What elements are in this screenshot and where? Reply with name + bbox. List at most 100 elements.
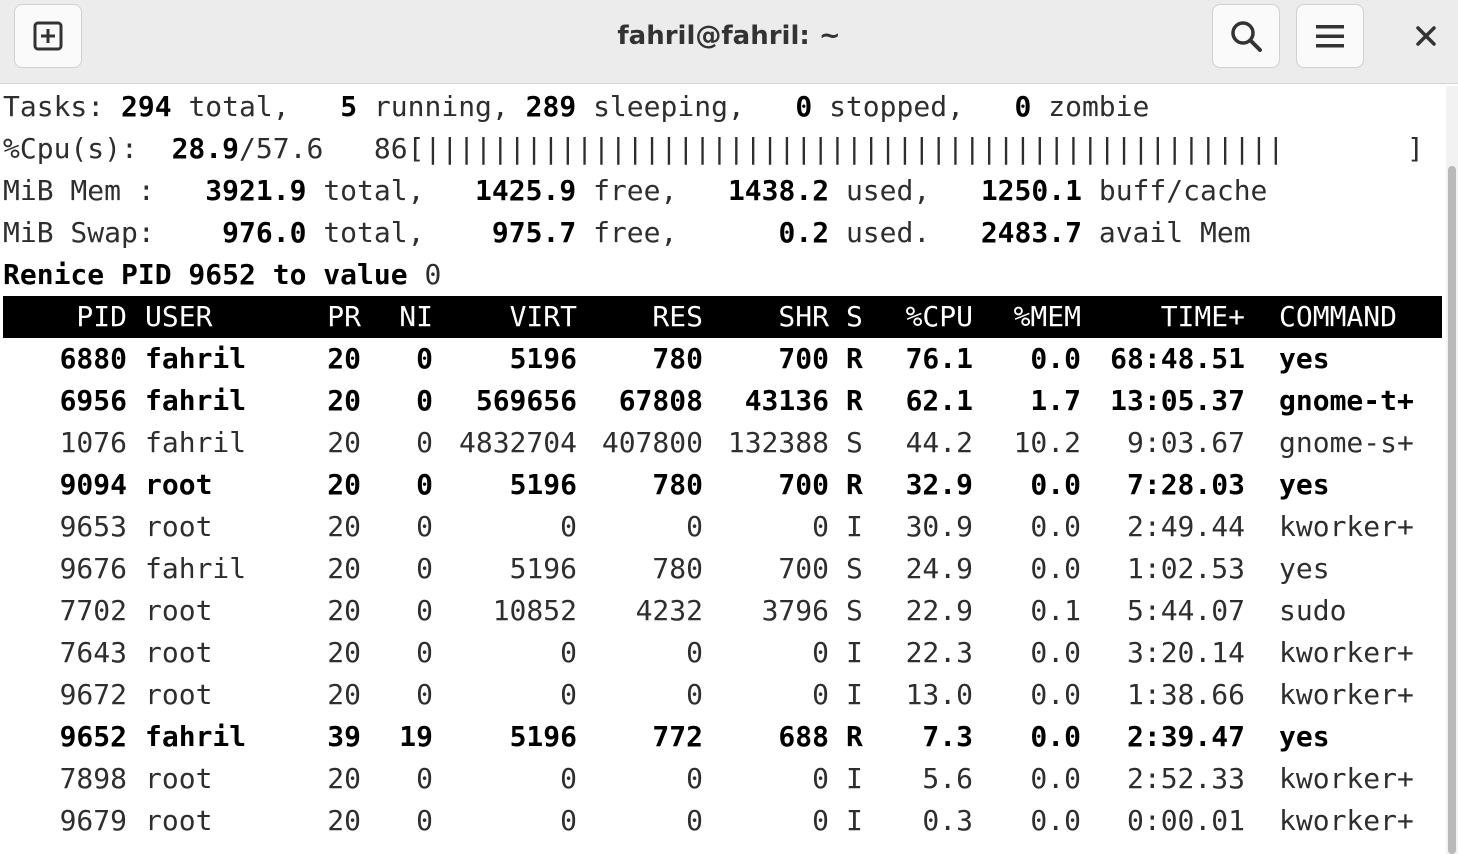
state-cell: I — [846, 636, 863, 669]
command-cell: kworker+ — [1279, 804, 1414, 837]
menu-button[interactable] — [1296, 4, 1364, 68]
mem-cell: 0.0 — [1030, 720, 1081, 753]
state-cell: R — [846, 342, 863, 375]
new-tab-button[interactable] — [14, 4, 82, 68]
process-row[interactable]: 9094 root 20 0 5196 780 700 R 32.9 0.0 7:28.03 yes — [3, 464, 1442, 506]
scrollbar-thumb[interactable] — [1448, 166, 1456, 854]
command-cell: sudo — [1279, 594, 1347, 627]
virt-cell: 5196 — [509, 552, 577, 585]
time-cell: 1:02.53 — [1126, 552, 1245, 585]
pid-cell: 9676 — [59, 552, 127, 585]
pid-cell: 9652 — [59, 720, 127, 753]
time-cell: 3:20.14 — [1126, 636, 1245, 669]
cpu-cell: 44.2 — [905, 426, 973, 459]
command-cell: yes — [1279, 342, 1330, 375]
pr-cell: 20 — [327, 426, 361, 459]
pr-cell: 20 — [327, 552, 361, 585]
close-button[interactable] — [1398, 8, 1454, 64]
res-cell: 0 — [686, 762, 703, 795]
virt-cell: 0 — [560, 510, 577, 543]
col-virt-header[interactable]: VIRT — [509, 300, 577, 333]
res-cell: 0 — [686, 678, 703, 711]
process-row[interactable]: 9672 root 20 0 0 0 0 I 13.0 0.0 1:38.66 kworker+ — [3, 674, 1442, 716]
shr-cell: 132388 — [727, 426, 829, 459]
search-button[interactable] — [1212, 4, 1280, 68]
renice-prompt[interactable]: Renice PID 9652 to value 0 — [3, 258, 442, 291]
col-time-header[interactable]: TIME+ — [1160, 300, 1245, 333]
cpu-cell: 13.0 — [905, 678, 973, 711]
ni-cell: 0 — [416, 594, 433, 627]
process-row[interactable]: 7898 root 20 0 0 0 0 I 5.6 0.0 2:52.33 kworker+ — [3, 758, 1442, 800]
user-cell: root — [145, 804, 213, 837]
pr-cell: 20 — [327, 762, 361, 795]
user-cell: fahril — [145, 342, 247, 375]
title-bar: fahril@fahril: ~ — [0, 0, 1458, 84]
cpu-cell: 76.1 — [905, 342, 973, 375]
command-cell: gnome-s+ — [1279, 426, 1414, 459]
mem-cell: 0.0 — [1030, 468, 1081, 501]
col-shr-header[interactable]: SHR — [778, 300, 829, 333]
process-row[interactable]: 6880 fahril 20 0 5196 780 700 R 76.1 0.0 68:48.51 y… — [3, 338, 1442, 380]
terminal-output[interactable]: Tasks: 294 total, 5 running, 289 sleepin… — [0, 86, 1446, 854]
col-cpu-header[interactable]: %CPU — [905, 300, 973, 333]
pr-cell: 20 — [327, 594, 361, 627]
shr-cell: 0 — [812, 804, 829, 837]
cpu-cell: 22.3 — [905, 636, 973, 669]
process-row[interactable]: 9679 root 20 0 0 0 0 I 0.3 0.0 0:00.01 kworker+ — [3, 800, 1442, 842]
user-cell: root — [145, 468, 213, 501]
col-pid-header[interactable]: PID — [76, 300, 127, 333]
process-row[interactable]: 7643 root 20 0 0 0 0 I 22.3 0.0 3:20.14 kworker+ — [3, 632, 1442, 674]
time-cell: 68:48.51 — [1110, 342, 1245, 375]
cpu-usage-bar: [|||||||||||||||||||||||||||||||||||||||… — [407, 132, 1285, 165]
pid-cell: 7702 — [59, 594, 127, 627]
mem-cell: 0.0 — [1030, 762, 1081, 795]
virt-cell: 5196 — [509, 468, 577, 501]
mem-cell: 0.0 — [1030, 804, 1081, 837]
command-cell: kworker+ — [1279, 510, 1414, 543]
cpu-cell: 22.9 — [905, 594, 973, 627]
pid-cell: 9094 — [59, 468, 127, 501]
state-cell: I — [846, 762, 863, 795]
process-row[interactable]: 6956 fahril 20 0 569656 67808 43136 R 62.1 1.7 13:… — [3, 380, 1442, 422]
ni-cell: 0 — [416, 762, 433, 795]
shr-cell: 43136 — [744, 384, 829, 417]
user-cell: root — [145, 594, 213, 627]
mem-cell: 10.2 — [1013, 426, 1081, 459]
shr-cell: 688 — [778, 720, 829, 753]
shr-cell: 0 — [812, 636, 829, 669]
process-row[interactable]: 9653 root 20 0 0 0 0 I 30.9 0.0 2:49.44 kworker+ — [3, 506, 1442, 548]
pr-cell: 20 — [327, 804, 361, 837]
shr-cell: 0 — [812, 678, 829, 711]
time-cell: 0:00.01 — [1126, 804, 1245, 837]
mem-cell: 1.7 — [1030, 384, 1081, 417]
col-res-header[interactable]: RES — [652, 300, 703, 333]
mem-cell: 0.0 — [1030, 342, 1081, 375]
process-row[interactable]: 9676 fahril 20 0 5196 780 700 S 24.9 0.0 1:02.53 ye… — [3, 548, 1442, 590]
col-command-header[interactable]: COMMAND — [1279, 300, 1398, 333]
tasks-summary-line: Tasks: 294 total, 5 running, 289 sleepin… — [3, 90, 1150, 123]
state-cell: R — [846, 468, 863, 501]
ni-cell: 0 — [416, 804, 433, 837]
user-cell: fahril — [145, 552, 247, 585]
user-cell: fahril — [145, 720, 247, 753]
ni-cell: 0 — [416, 384, 433, 417]
res-cell: 0 — [686, 510, 703, 543]
cpu-cell: 5.6 — [922, 762, 973, 795]
ni-cell: 0 — [416, 468, 433, 501]
col-mem-header[interactable]: %MEM — [1013, 300, 1081, 333]
process-row[interactable]: 7702 root 20 0 10852 4232 3796 S 22.9 0.1 5:44.07 s… — [3, 590, 1442, 632]
virt-cell: 5196 — [509, 720, 577, 753]
state-cell: I — [846, 678, 863, 711]
col-ni-header[interactable]: NI — [399, 300, 433, 333]
col-state-header[interactable]: S — [846, 300, 863, 333]
shr-cell: 700 — [778, 342, 829, 375]
cpu-cell: 24.9 — [905, 552, 973, 585]
col-pr-header[interactable]: PR — [327, 300, 361, 333]
col-user-header[interactable]: USER — [145, 300, 213, 333]
process-row[interactable]: 1076 fahril 20 0 4832704 407800 132388 S 44.2 10.… — [3, 422, 1442, 464]
process-row[interactable]: 9652 fahril 39 19 5196 772 688 R 7.3 0.0 2:39.47 ye… — [3, 716, 1442, 758]
time-cell: 2:49.44 — [1126, 510, 1245, 543]
ni-cell: 0 — [416, 426, 433, 459]
shr-cell: 0 — [812, 762, 829, 795]
mem-cell: 0.0 — [1030, 552, 1081, 585]
